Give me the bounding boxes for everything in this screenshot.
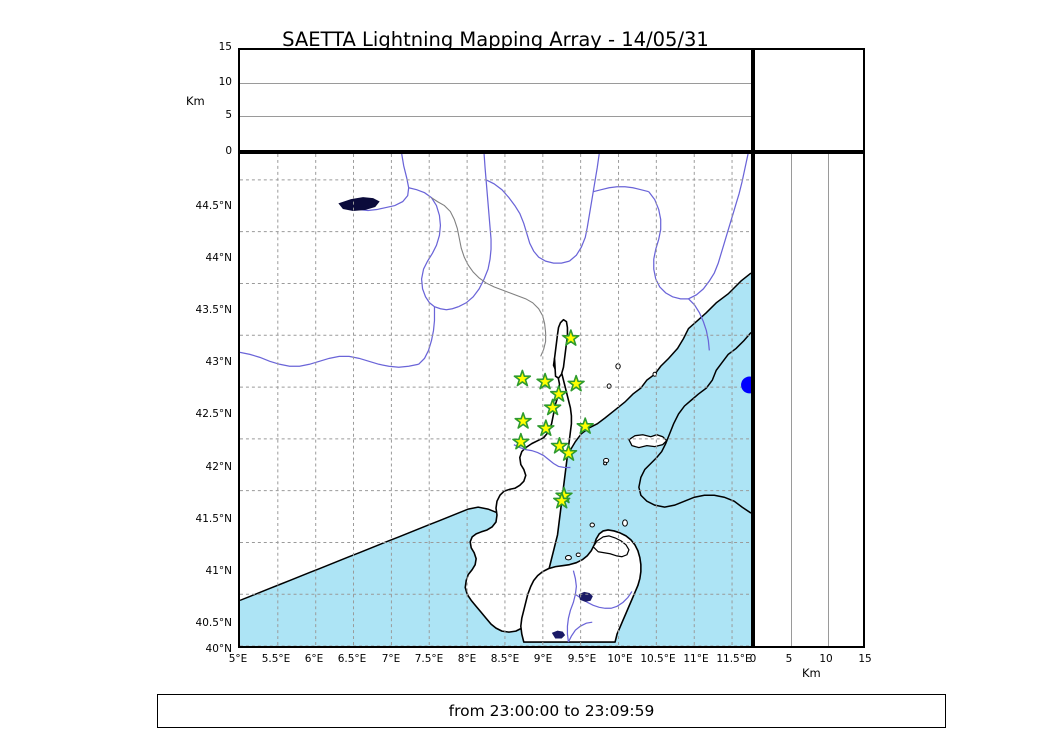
axis-label-km-side: Km bbox=[802, 666, 821, 680]
tick-lon-8: 8°E bbox=[457, 653, 477, 665]
tick-lat-44: 44°N bbox=[205, 252, 232, 264]
tick-top-15: 15 bbox=[218, 41, 232, 53]
gridline-10km-side bbox=[828, 154, 829, 646]
tick-lon-9_5: 9.5°E bbox=[567, 653, 597, 665]
tick-top-0: 0 bbox=[225, 145, 232, 157]
tick-lon-9: 9°E bbox=[533, 653, 553, 665]
tick-lon-6_5: 6.5°E bbox=[337, 653, 367, 665]
tick-side-15: 15 bbox=[858, 653, 872, 665]
gridline-5km-side bbox=[791, 154, 792, 646]
page-title: SAETTA Lightning Mapping Array - 14/05/3… bbox=[282, 28, 709, 51]
axis-label-km-top: Km bbox=[186, 94, 205, 108]
tick-lat-42_5: 42.5°N bbox=[195, 408, 232, 420]
tick-lat-41_5: 41.5°N bbox=[195, 513, 232, 525]
tick-lon-6: 6°E bbox=[304, 653, 324, 665]
tick-lon-7: 7°E bbox=[381, 653, 401, 665]
panel-altitude-vs-latitude[interactable] bbox=[753, 152, 865, 648]
tick-lat-43_5: 43.5°N bbox=[195, 304, 232, 316]
tick-lat-41: 41°N bbox=[205, 565, 232, 577]
vhf-source-dot bbox=[741, 376, 751, 394]
tick-side-5: 5 bbox=[785, 653, 793, 665]
tick-side-0: 0 bbox=[749, 653, 757, 665]
gridline-5km bbox=[240, 116, 751, 117]
tick-lon-8_5: 8.5°E bbox=[490, 653, 520, 665]
tick-lon-5: 5°E bbox=[228, 653, 248, 665]
map-graphic bbox=[240, 154, 751, 646]
time-window-text: from 23:00:00 to 23:09:59 bbox=[448, 702, 655, 720]
panel-altitude-vs-longitude[interactable] bbox=[238, 48, 753, 152]
panel-altitude-histogram[interactable] bbox=[753, 48, 865, 152]
tick-lon-5_5: 5.5°E bbox=[261, 653, 291, 665]
panel-plan-view-map[interactable] bbox=[238, 152, 753, 648]
tick-lon-7_5: 7.5°E bbox=[414, 653, 444, 665]
gridline-10km bbox=[240, 83, 751, 84]
time-window-caption: from 23:00:00 to 23:09:59 bbox=[157, 694, 946, 728]
tick-lon-10_5: 10.5°E bbox=[640, 653, 676, 665]
tick-top-5: 5 bbox=[225, 109, 232, 121]
tick-lon-11: 11°E bbox=[683, 653, 709, 665]
tick-top-10: 10 bbox=[218, 76, 232, 88]
tick-lat-42: 42°N bbox=[205, 461, 232, 473]
tick-lat-40_5: 40.5°N bbox=[195, 617, 232, 629]
tick-lat-43: 43°N bbox=[205, 356, 232, 368]
tick-lon-10: 10°E bbox=[607, 653, 633, 665]
tick-lon-11_5: 11.5°E bbox=[716, 653, 752, 665]
tick-lat-44_5: 44.5°N bbox=[195, 200, 232, 212]
tick-side-10: 10 bbox=[819, 653, 833, 665]
tick-lat-40: 40°N bbox=[205, 643, 232, 655]
